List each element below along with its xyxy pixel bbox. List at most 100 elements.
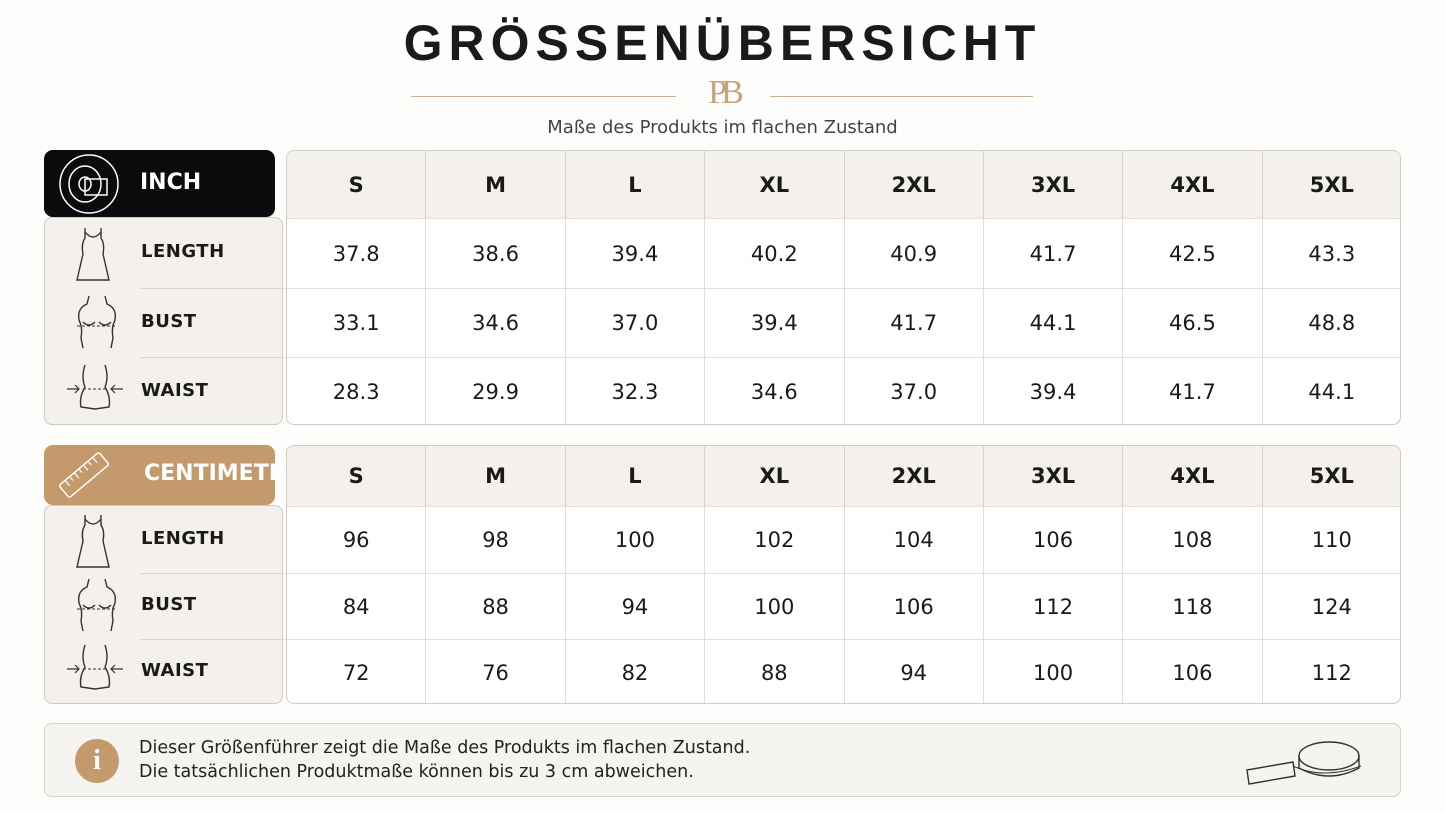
row-icon bbox=[65, 643, 125, 697]
size-header: M bbox=[426, 151, 566, 218]
unit-icon bbox=[58, 153, 120, 221]
size-header: 4XL bbox=[1123, 446, 1263, 506]
cell-value: 100 bbox=[565, 506, 706, 573]
cell-value: 88 bbox=[426, 573, 566, 639]
size-header: S bbox=[287, 446, 427, 506]
cell-value: 37.8 bbox=[287, 218, 427, 288]
cell-value: 28.3 bbox=[287, 357, 427, 424]
cell-value: 100 bbox=[983, 639, 1124, 703]
cell-value: 106 bbox=[1123, 639, 1263, 703]
cell-value: 112 bbox=[983, 573, 1124, 639]
row-label: LENGTH bbox=[141, 527, 225, 549]
size-header: M bbox=[426, 446, 566, 506]
size-header: 4XL bbox=[1123, 151, 1263, 218]
divider bbox=[411, 96, 676, 97]
unit-header: CENTIMETER bbox=[44, 445, 301, 505]
cell-value: 118 bbox=[1123, 573, 1263, 639]
cell-value: 34.6 bbox=[426, 288, 566, 357]
size-header: L bbox=[565, 151, 706, 218]
icon bbox=[77, 578, 117, 632]
cell-value: 37.0 bbox=[844, 357, 984, 424]
cell-value: 38.6 bbox=[426, 218, 566, 288]
row-icon bbox=[73, 294, 121, 354]
icon bbox=[67, 364, 123, 410]
cell-value: 98 bbox=[426, 506, 566, 573]
cell-value: 33.1 bbox=[287, 288, 427, 357]
row-label: BUST bbox=[141, 594, 197, 615]
cell-value: 102 bbox=[705, 506, 845, 573]
cell-value: 44.1 bbox=[983, 288, 1124, 357]
size-table: S M L XL 2XL 3XL 4XL 5XL 96 98 100 102 104 106 108 110 8… bbox=[286, 445, 1401, 704]
logo: PB bbox=[708, 74, 744, 111]
cell-value: 100 bbox=[705, 573, 845, 639]
cell-value: 40.2 bbox=[705, 218, 845, 288]
cell-value: 72 bbox=[287, 639, 427, 703]
icon bbox=[76, 514, 110, 568]
unit-icon bbox=[56, 447, 112, 509]
size-header: 2XL bbox=[844, 151, 984, 218]
size-header: XL bbox=[705, 151, 845, 218]
cell-value: 106 bbox=[844, 573, 984, 639]
row-label: WAIST bbox=[141, 379, 209, 401]
cell-value: 29.9 bbox=[426, 357, 566, 424]
cell-value: 40.9 bbox=[844, 218, 984, 288]
size-header: 2XL bbox=[844, 446, 984, 506]
label-box: LENGTH BUST WAIST bbox=[44, 217, 284, 425]
row-icon bbox=[65, 363, 125, 417]
icon bbox=[59, 153, 119, 214]
cell-value: 34.6 bbox=[705, 357, 845, 424]
cell-value: 41.7 bbox=[983, 218, 1124, 288]
cell-value: 94 bbox=[565, 573, 706, 639]
row-label: WAIST bbox=[141, 660, 209, 681]
row-icon bbox=[73, 577, 121, 637]
cell-value: 96 bbox=[287, 506, 427, 573]
cell-value: 44.1 bbox=[1262, 357, 1400, 424]
cell-value: 112 bbox=[1262, 639, 1400, 703]
cell-value: 43.3 bbox=[1262, 218, 1400, 288]
row-separator bbox=[141, 357, 284, 358]
note-line: Dieser Größenführer zeigt die Maße des P… bbox=[139, 738, 751, 758]
cell-value: 108 bbox=[1123, 506, 1263, 573]
cell-value: 39.4 bbox=[983, 357, 1124, 424]
size-header: S bbox=[287, 151, 427, 218]
divider bbox=[770, 96, 1033, 97]
unit-label: CENTIMETER bbox=[144, 461, 301, 486]
row-icon bbox=[73, 224, 113, 288]
row-icon bbox=[73, 511, 113, 575]
row-separator bbox=[141, 288, 284, 289]
row-label: LENGTH bbox=[141, 241, 225, 262]
cell-value: 46.5 bbox=[1123, 288, 1263, 357]
cell-value: 41.7 bbox=[844, 288, 984, 357]
cell-value: 48.8 bbox=[1262, 288, 1400, 357]
label-box: LENGTH BUST WAIST bbox=[44, 505, 284, 704]
icon bbox=[77, 295, 117, 348]
size-header: 5XL bbox=[1262, 151, 1400, 218]
unit-label: INCH bbox=[140, 169, 202, 195]
size-header: XL bbox=[705, 446, 845, 506]
size-header: 3XL bbox=[983, 151, 1124, 218]
cell-value: 42.5 bbox=[1123, 218, 1263, 288]
row-separator bbox=[141, 573, 284, 574]
icon bbox=[67, 644, 123, 690]
info-icon: i bbox=[75, 739, 119, 783]
unit-header: INCH bbox=[44, 150, 275, 217]
cell-value: 110 bbox=[1262, 506, 1400, 573]
row-label: BUST bbox=[141, 310, 197, 332]
cell-value: 84 bbox=[287, 573, 427, 639]
note-line: Die tatsächlichen Produktmaße können bis… bbox=[139, 762, 694, 782]
cell-value: 106 bbox=[983, 506, 1124, 573]
size-table: S M L XL 2XL 3XL 4XL 5XL 37.8 38.6 39.4 40.2 40.9 41.… bbox=[286, 150, 1401, 425]
cell-value: 32.3 bbox=[565, 357, 706, 424]
cell-value: 94 bbox=[844, 639, 984, 703]
cell-value: 37.0 bbox=[565, 288, 706, 357]
subtitle: Maße des Produkts im flachen Zustand bbox=[547, 117, 898, 138]
icon bbox=[76, 228, 110, 281]
cell-value: 39.4 bbox=[565, 218, 706, 288]
title: GRÖSSENÜBERSICHT bbox=[403, 15, 1042, 71]
size-header: 3XL bbox=[983, 446, 1124, 506]
tape-icon bbox=[1246, 741, 1362, 785]
size-header: 5XL bbox=[1262, 446, 1400, 506]
cell-value: 82 bbox=[565, 639, 706, 703]
cell-value: 76 bbox=[426, 639, 566, 703]
